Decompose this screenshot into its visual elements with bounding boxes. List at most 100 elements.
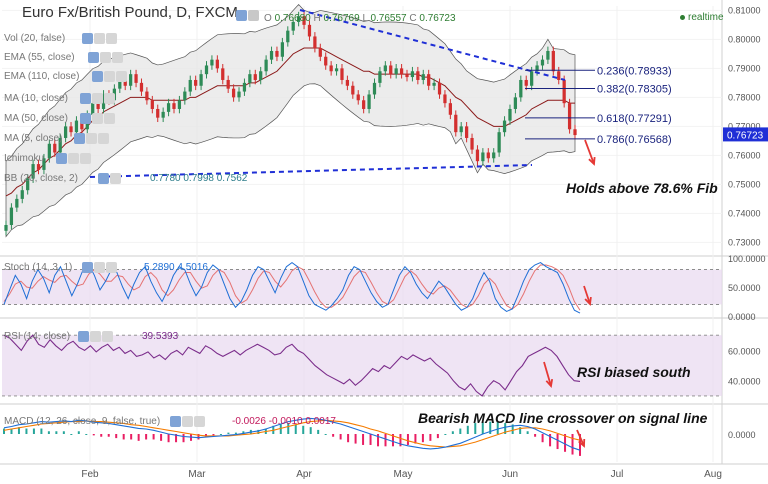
macd-histogram-bar xyxy=(317,429,320,434)
macd-histogram-bar xyxy=(3,428,5,434)
rsi-tick-label: 40.0000 xyxy=(728,377,761,387)
macd-histogram-bar xyxy=(362,434,365,445)
legend-ema55[interactable]: EMA (55, close) xyxy=(4,52,75,63)
candle-body xyxy=(253,74,257,80)
candle-body xyxy=(231,88,236,98)
macd-line xyxy=(3,417,581,451)
candle-body xyxy=(324,56,328,66)
legend-rsi-controls[interactable] xyxy=(78,331,113,342)
macd-histogram-bar xyxy=(511,424,514,434)
candle-body xyxy=(156,108,160,118)
macd-histogram-bar xyxy=(481,421,484,434)
macd-histogram-bar xyxy=(107,434,110,437)
header-controls[interactable] xyxy=(236,10,259,21)
legend-stoch-values: 5.2890 4.5016 xyxy=(144,262,208,273)
legend-bb[interactable]: BB (20, close, 2) xyxy=(4,173,78,184)
candle-body xyxy=(63,126,68,138)
macd-histogram-bar xyxy=(85,434,88,435)
candle-body xyxy=(275,50,279,57)
macd-histogram-bar xyxy=(287,423,290,434)
rsi-band xyxy=(2,335,722,396)
candle-body xyxy=(513,97,518,109)
candle-body xyxy=(36,164,41,170)
legend-ema55-controls[interactable] xyxy=(88,52,123,63)
legend-ma50[interactable]: MA (50, close) xyxy=(4,113,68,124)
legend-ma5[interactable]: MA (5, close) xyxy=(4,133,63,144)
candle-body xyxy=(31,164,35,179)
candle-body xyxy=(394,68,398,75)
macd-histogram-bar xyxy=(526,431,529,434)
stoch-tick-label: 0.0000 xyxy=(728,312,756,322)
candle-body xyxy=(91,103,95,115)
candle-body xyxy=(334,68,339,72)
legend-vol[interactable]: Vol (20, false) xyxy=(4,33,66,44)
macd-histogram-bar xyxy=(145,434,148,440)
candle-body xyxy=(26,178,30,191)
macd-histogram-bar xyxy=(32,428,35,434)
last-price-label: 0.76723 xyxy=(727,130,764,141)
candle-body xyxy=(340,68,344,80)
macd-histogram-bar xyxy=(70,434,73,435)
candle-body xyxy=(470,137,474,150)
stoch-arrow-head xyxy=(584,296,592,306)
candle-body xyxy=(410,71,415,78)
macd-histogram-bar xyxy=(504,423,507,434)
legend-ema110-controls[interactable] xyxy=(92,71,127,82)
candle-body xyxy=(481,152,485,162)
legend-macd[interactable]: MACD (12, 26, close, 9, false, true) xyxy=(4,416,161,427)
candle-body xyxy=(58,137,62,153)
legend-bb-controls[interactable] xyxy=(98,173,121,184)
candle-body xyxy=(264,59,268,72)
visibility-icon[interactable] xyxy=(236,10,247,21)
candle-body xyxy=(242,82,247,92)
candle-body xyxy=(427,74,431,86)
candle-body xyxy=(226,79,230,89)
resistance-trendline xyxy=(299,9,566,81)
stoch-tick-label: 100.0000 xyxy=(728,254,766,264)
candle-body xyxy=(286,30,290,43)
candle-body xyxy=(492,152,496,159)
legend-macd-controls[interactable] xyxy=(170,416,205,427)
candle-body xyxy=(9,207,14,225)
macd-histogram-bar xyxy=(130,434,133,440)
legend-vol-controls[interactable] xyxy=(82,33,117,44)
y-tick-label: 0.74000 xyxy=(728,208,761,218)
candle-body xyxy=(502,120,507,133)
fib-level-label: 0.786(0.76568) xyxy=(597,134,672,146)
legend-ema110[interactable]: EMA (110, close) xyxy=(4,71,80,82)
candle-body xyxy=(123,79,127,86)
candle-body xyxy=(15,198,19,208)
legend-ma10[interactable]: MA (10, close) xyxy=(4,93,68,104)
macd-histogram-bar xyxy=(302,425,305,434)
stoch-band xyxy=(2,269,722,305)
price-arrow xyxy=(584,139,595,165)
candle-body xyxy=(4,224,8,231)
settings-icon[interactable] xyxy=(248,10,259,21)
macd-histogram-bar xyxy=(137,434,140,441)
y-tick-label: 0.73000 xyxy=(728,237,761,247)
macd-histogram-bar xyxy=(17,427,20,434)
legend-rsi[interactable]: RSI (14, close) xyxy=(4,331,71,342)
legend-stoch-controls[interactable] xyxy=(82,262,117,273)
macd-histogram-bar xyxy=(347,434,350,443)
macd-arrow-head xyxy=(578,438,586,448)
y-tick-label: 0.79000 xyxy=(728,63,761,73)
candle-body xyxy=(47,143,51,159)
legend-stoch[interactable]: Stoch (14, 3, 1) xyxy=(4,262,73,273)
candle-body xyxy=(237,91,241,98)
macd-histogram-bar xyxy=(55,431,58,434)
legend-ma5-controls[interactable] xyxy=(74,133,109,144)
legend-ma10-controls[interactable] xyxy=(80,93,115,104)
candle-body xyxy=(177,100,182,109)
annotation-rsi: RSI biased south xyxy=(577,364,691,380)
macd-histogram-bar xyxy=(384,434,387,447)
stoch-k-line xyxy=(3,261,581,314)
legend-ma50-controls[interactable] xyxy=(80,113,115,124)
macd-histogram-bar xyxy=(40,428,43,434)
legend-ichimoku-controls[interactable] xyxy=(56,153,91,164)
candle-body xyxy=(508,108,512,121)
macd-histogram-bar xyxy=(571,434,574,455)
macd-histogram-bar xyxy=(369,434,372,445)
macd-histogram-bar xyxy=(175,434,178,443)
legend-ichimoku[interactable]: Ichimoku xyxy=(4,153,45,164)
